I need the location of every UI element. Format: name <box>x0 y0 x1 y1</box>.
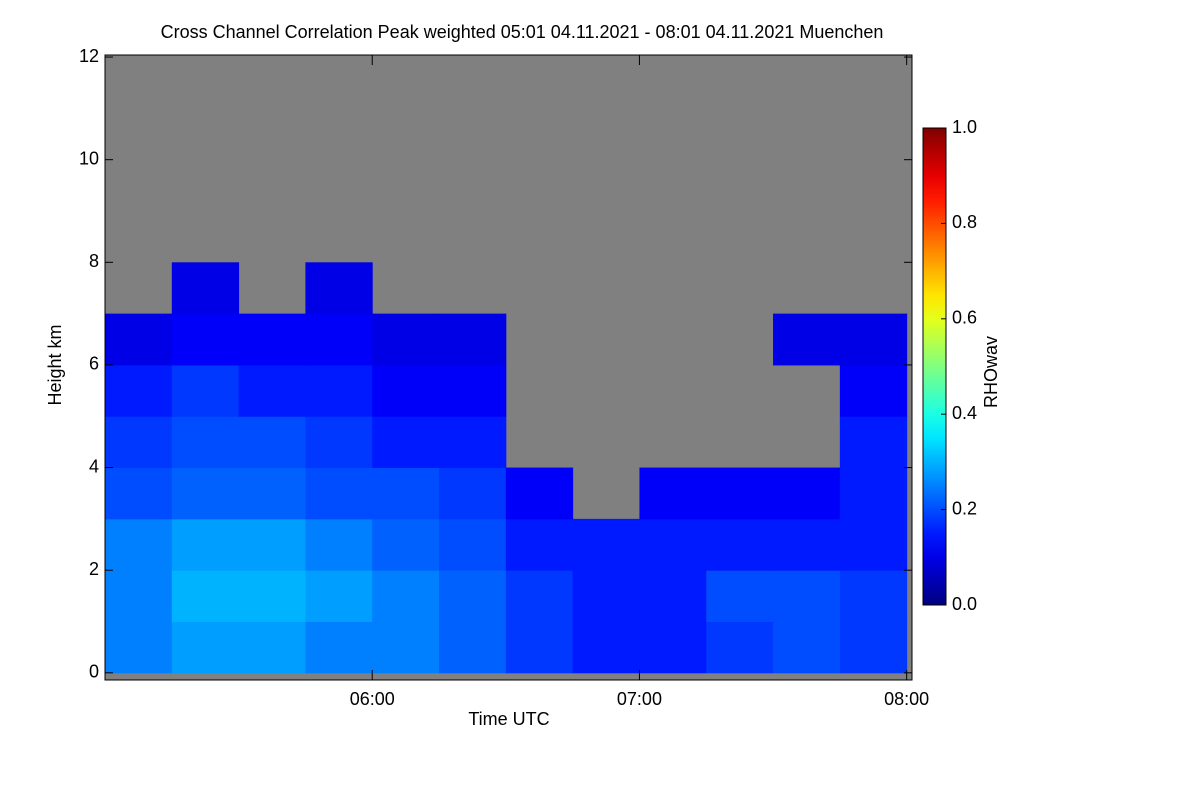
heatmap-cell <box>505 467 574 520</box>
heatmap-cell <box>305 467 373 520</box>
colorbar-tick-label: 0.8 <box>952 212 977 232</box>
x-tick-label: 07:00 <box>617 689 662 709</box>
heatmap-cell <box>439 416 507 469</box>
y-tick-label: 12 <box>79 46 99 66</box>
heatmap-cell <box>572 570 640 623</box>
heatmap-cell <box>839 416 908 469</box>
heatmap-cell <box>105 467 173 520</box>
heatmap-cell <box>773 570 841 623</box>
y-tick-label: 8 <box>89 251 99 271</box>
heatmap-cell <box>238 518 306 571</box>
heatmap-cell <box>439 364 507 417</box>
heatmap-cell <box>171 518 240 571</box>
colorbar-tick-label: 0.4 <box>952 403 977 423</box>
heatmap-cell <box>439 518 507 571</box>
heatmap-cell <box>171 621 240 674</box>
heatmap-cell <box>238 313 306 366</box>
heatmap-cell <box>171 467 240 520</box>
colorbar-tick-label: 0.6 <box>952 308 977 328</box>
heatmap-cell <box>105 621 173 674</box>
y-tick-label: 4 <box>89 456 99 476</box>
heatmap-cell <box>105 570 173 623</box>
colorbar-label: RHOwav <box>981 336 1001 408</box>
heatmap-cell <box>372 621 440 674</box>
heatmap-cell <box>305 570 373 623</box>
heatmap-cell <box>773 467 841 520</box>
heatmap-cell <box>305 262 373 315</box>
y-tick-label: 6 <box>89 354 99 374</box>
heatmap-cell <box>773 313 841 366</box>
heatmap-cell <box>171 570 240 623</box>
heatmap-cell <box>639 467 707 520</box>
heatmap-cell <box>171 416 240 469</box>
heatmap-cell <box>639 621 707 674</box>
heatmap-cell <box>171 313 240 366</box>
heatmap-cell <box>372 467 440 520</box>
plot-frame <box>104 54 913 681</box>
heatmap-cell <box>839 621 908 674</box>
colorbar-tick-label: 0.2 <box>952 498 977 518</box>
heatmap-cell <box>839 467 908 520</box>
heatmap-cell <box>439 570 507 623</box>
heatmap-cell <box>773 518 841 571</box>
heatmap-cell <box>572 518 640 571</box>
heatmap-cell <box>238 467 306 520</box>
x-axis-label: Time UTC <box>468 709 549 729</box>
y-axis-label: Height km <box>45 324 65 405</box>
x-tick-label: 06:00 <box>350 689 395 709</box>
heatmap-cell <box>372 518 440 571</box>
heatmap-cell <box>839 518 908 571</box>
y-tick-label: 0 <box>89 662 99 682</box>
heatmap-cell <box>639 518 707 571</box>
heatmap-cell <box>639 570 707 623</box>
colorbar-tick-label: 0.0 <box>952 594 977 614</box>
heatmap-cell <box>372 313 440 366</box>
heatmap-cell <box>706 518 774 571</box>
heatmap-cell <box>372 416 440 469</box>
heatmap-cell <box>505 570 574 623</box>
heatmap-cell <box>238 621 306 674</box>
heatmap-cell <box>305 364 373 417</box>
heatmap-cell <box>439 313 507 366</box>
heatmap-cell <box>105 313 173 366</box>
heatmap-cell <box>238 570 306 623</box>
heatmap-cell <box>305 518 373 571</box>
chart-title: Cross Channel Correlation Peak weighted … <box>161 22 884 42</box>
heatmap-cell <box>505 621 574 674</box>
heatmap-cell <box>773 621 841 674</box>
heatmap-cell <box>439 621 507 674</box>
y-tick-label: 2 <box>89 559 99 579</box>
heatmap-cell <box>839 313 908 366</box>
colorbar <box>922 127 947 606</box>
heatmap-cell <box>171 364 240 417</box>
heatmap-cell <box>171 262 240 315</box>
heatmap-cell <box>839 364 908 417</box>
heatmap-cell <box>839 570 908 623</box>
heatmap-cell <box>505 518 574 571</box>
y-tick-label: 10 <box>79 148 99 168</box>
heatmap-cell <box>238 416 306 469</box>
heatmap-cell <box>105 416 173 469</box>
heatmap-cell <box>305 416 373 469</box>
heatmap-cell <box>572 621 640 674</box>
heatmap-cell <box>238 364 306 417</box>
heatmap-cell <box>105 364 173 417</box>
heatmap-cell <box>105 518 173 571</box>
heatmap-cell <box>372 570 440 623</box>
heatmap-cell <box>706 467 774 520</box>
heatmap-cell <box>372 364 440 417</box>
colorbar-tick-label: 1.0 <box>952 117 977 137</box>
heatmap-cell <box>305 621 373 674</box>
heatmap-cell <box>439 467 507 520</box>
x-tick-label: 08:00 <box>884 689 929 709</box>
heatmap-cell <box>706 570 774 623</box>
heatmap-cell <box>706 621 774 674</box>
heatmap-cell <box>305 313 373 366</box>
